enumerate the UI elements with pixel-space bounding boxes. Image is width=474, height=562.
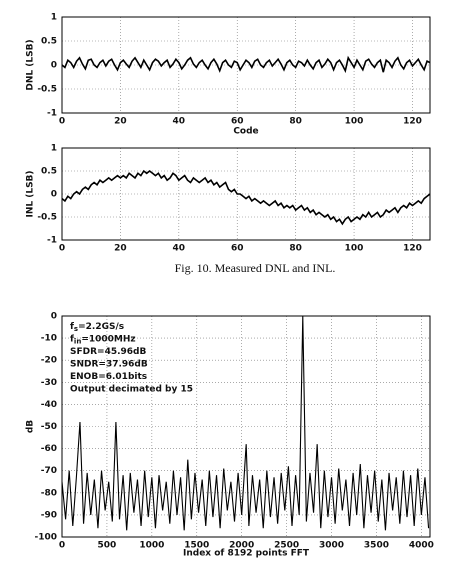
y-axis-label: dB [26,420,36,433]
y-tick-label: -0.5 [37,213,57,223]
annotation-text: SNDR=37.96dB [70,359,148,369]
x-tick-label: 2000 [229,541,254,551]
y-tick-label: -50 [41,422,57,432]
y-tick-label: -40 [41,400,57,410]
y-tick-label: -70 [41,466,57,476]
x-tick-label: 100 [345,244,364,254]
x-tick-label: 0 [59,117,65,127]
annotation: Output decimated by 15 [70,384,193,394]
annotation-text: =2.2GS/s [78,322,124,332]
y-tick-label: -1 [47,236,57,246]
x-tick-label: 20 [114,244,127,254]
data-line [61,315,430,531]
x-tick-label: 60 [231,244,244,254]
data-line [61,55,431,74]
y-tick-label: 0 [51,61,57,71]
annotation: SNDR=37.96dB [70,359,148,369]
x-tick-label: 80 [289,244,302,254]
x-tick-label: 120 [403,244,422,254]
x-tick-label: 60 [231,117,244,127]
x-tick-label: 4000 [409,541,434,551]
annotation-subscript: in [74,338,81,346]
x-tick-label: 1000 [139,541,164,551]
y-axis-label: INL (LSB) [26,170,36,217]
y-tick-label: 0 [51,312,57,322]
y-tick-label: -90 [41,510,57,520]
x-tick-label: 40 [173,117,186,127]
y-tick-label: -0.5 [37,85,57,95]
annotation-text: f [70,334,74,344]
annotation: fs=2.2GS/s [70,322,124,334]
y-tick-label: -100 [34,533,57,543]
x-tick-label: 120 [403,117,422,127]
annotation-subscript: s [74,325,78,333]
annotation: fin=1000MHz [70,334,136,346]
x-tick-label: 20 [114,117,127,127]
x-tick-label: 0 [59,244,65,254]
x-tick-label: 100 [345,117,364,127]
y-tick-label: -10 [41,334,57,344]
y-tick-label: -80 [41,488,57,498]
x-tick-label: 2500 [274,541,299,551]
y-tick-label: 0.5 [41,37,57,47]
y-tick-label: -1 [47,109,57,119]
annotation-text: Output decimated by 15 [70,384,193,394]
annotation-text: =1000MHz [81,334,135,344]
y-tick-label: -60 [41,444,57,454]
annotation-text: ENOB=6.01bits [70,372,147,382]
x-tick-label: 3500 [364,541,389,551]
y-axis-label: DNL (LSB) [26,39,36,90]
annotation: ENOB=6.01bits [70,372,147,382]
y-tick-label: 1 [51,144,57,154]
x-axis-label: Code [233,127,258,137]
annotation-text: f [70,322,74,332]
x-tick-label: 40 [173,244,186,254]
y-tick-label: 0 [51,190,57,200]
plot-frame [61,315,431,538]
x-tick-label: 1500 [184,541,209,551]
y-tick-label: 0.5 [41,167,57,177]
x-tick-label: 0 [59,541,65,551]
x-tick-label: 80 [289,117,302,127]
caption: Fig. 10. Measured DNL and INL. [175,261,336,275]
annotation-text: SFDR=45.96dB [70,347,146,357]
x-axis-label: Index of 8192 points FFT [183,549,310,559]
y-tick-label: -20 [41,356,57,366]
data-line [61,169,431,226]
annotation: SFDR=45.96dB [70,347,146,357]
y-tick-label: -30 [41,378,57,388]
x-tick-label: 3000 [319,541,344,551]
x-tick-label: 500 [98,541,117,551]
y-tick-label: 1 [51,13,57,23]
